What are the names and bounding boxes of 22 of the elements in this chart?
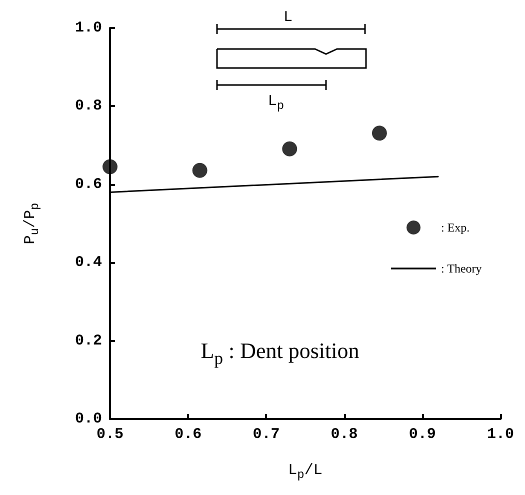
x-tick-label: 0.6 — [174, 426, 202, 443]
y-tick-label: 0.8 — [74, 98, 102, 115]
y-tick-label: 0.6 — [74, 176, 102, 193]
y-axis-title: Pu/Pp — [22, 202, 42, 244]
y-tick-label: 0.0 — [74, 410, 102, 428]
x-tick-label: 0.7 — [252, 426, 280, 443]
x-tick-label: 0.8 — [330, 426, 358, 443]
point — [372, 126, 387, 141]
y-tick-label: 0.4 — [74, 254, 102, 272]
legend-label: : Theory — [441, 262, 482, 276]
point — [102, 159, 118, 174]
annotation: L$_{p}$ : Dent position — [200, 338, 360, 368]
annotation: L$_{p}$ — [268, 93, 284, 114]
text: L — [283, 9, 293, 26]
x-tick-label: 1.0 — [486, 426, 514, 443]
point — [192, 162, 208, 178]
legend-label: : Exp. — [441, 220, 470, 234]
x-tick-label: 0.5 — [96, 426, 124, 443]
y-tick-label: 1.0 — [74, 20, 102, 36]
point — [282, 141, 298, 156]
x-tick-label: 0.9 — [408, 426, 436, 443]
y-tick-label: 0.2 — [74, 332, 102, 350]
